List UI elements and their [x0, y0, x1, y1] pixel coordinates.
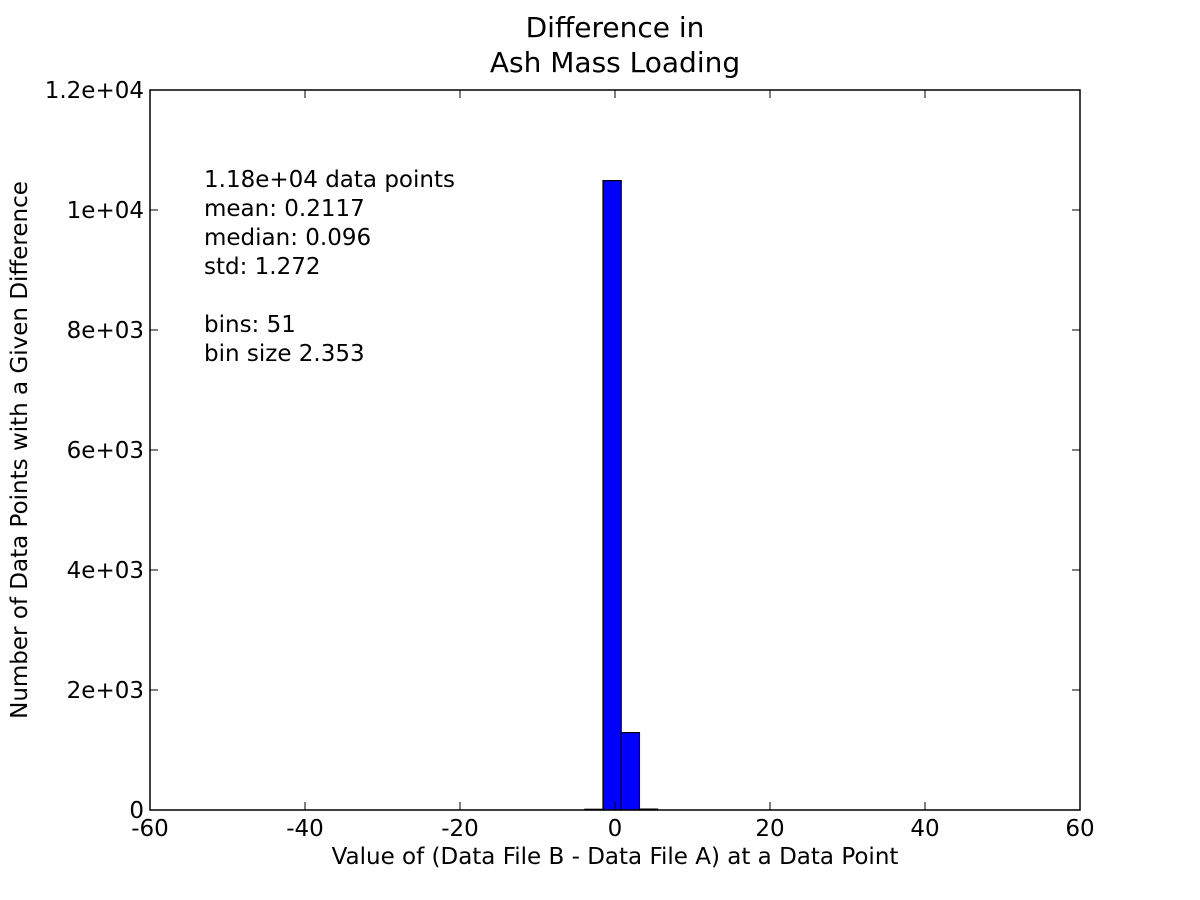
- stats-line: bins: 51: [204, 312, 296, 338]
- stats-line: 1.18e+04 data points: [204, 167, 455, 193]
- stats-line: std: 1.272: [204, 254, 321, 280]
- stats-line: bin size 2.353: [204, 341, 365, 367]
- chart-title-line-2: Ash Mass Loading: [490, 46, 740, 79]
- histogram-bars: [584, 180, 659, 811]
- stats-line: mean: 0.2117: [204, 196, 365, 222]
- x-tick-label: 0: [608, 816, 623, 842]
- x-tick-label: 60: [1065, 816, 1094, 842]
- stats-annotation: 1.18e+04 data points mean: 0.2117 median: …: [204, 167, 455, 367]
- y-tick-label: 1e+04: [67, 198, 144, 224]
- y-tick-label: 4e+03: [67, 558, 144, 584]
- x-axis-label: Value of (Data File B - Data File A) at …: [332, 844, 899, 870]
- chart-title: Difference in Ash Mass Loading: [490, 11, 740, 79]
- x-tick-label: -60: [131, 816, 169, 842]
- y-tick-label: 0: [129, 798, 144, 824]
- stats-line: median: 0.096: [204, 225, 371, 251]
- x-tick-label: -40: [286, 816, 324, 842]
- x-axis-ticks: -60 -40 -20 0 20 40 60: [131, 90, 1095, 842]
- histogram-bar: [602, 180, 622, 811]
- y-axis-ticks: 0 2e+03 4e+03 6e+03 8e+03 1e+04 1.2e+04: [45, 78, 1080, 824]
- y-tick-label: 6e+03: [67, 438, 144, 464]
- chart-title-line-1: Difference in: [526, 11, 705, 44]
- y-tick-label: 2e+03: [67, 678, 144, 704]
- y-tick-label: 1.2e+04: [45, 78, 144, 104]
- x-tick-label: -20: [441, 816, 479, 842]
- histogram-bar: [620, 731, 641, 811]
- x-tick-label: 20: [755, 816, 784, 842]
- y-axis-label: Number of Data Points with a Given Diffe…: [7, 181, 33, 719]
- y-tick-label: 8e+03: [67, 318, 144, 344]
- x-tick-label: 40: [910, 816, 939, 842]
